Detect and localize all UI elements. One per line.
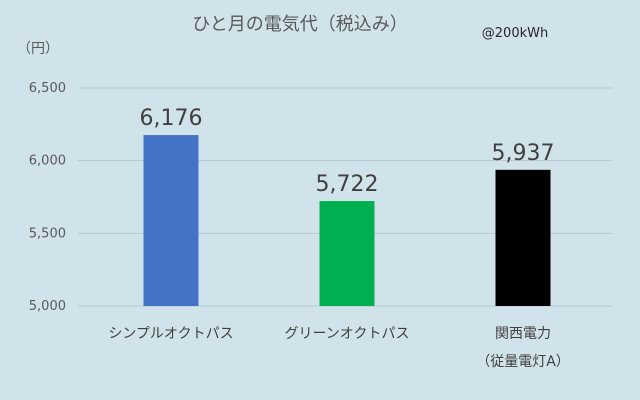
value-label: 5,722 bbox=[316, 172, 379, 197]
chart-title: ひと月の電気代（税込み） bbox=[192, 14, 407, 35]
x-axis-ticks: シンプルオクトパス グリーンオクトパス 関西電力 （従量電灯A） bbox=[108, 326, 569, 370]
x-tick-label: グリーンオクトパス bbox=[284, 326, 409, 342]
bar bbox=[319, 201, 375, 306]
bar bbox=[495, 169, 551, 306]
y-tick-label: 5,000 bbox=[29, 299, 66, 314]
x-tick-label: （従量電灯A） bbox=[476, 354, 570, 370]
x-tick-label: 関西電力 bbox=[495, 326, 551, 342]
y-tick-label: 6,500 bbox=[29, 81, 66, 96]
value-label: 6,176 bbox=[140, 106, 203, 131]
bars bbox=[143, 135, 551, 306]
x-tick-label: シンプルオクトパス bbox=[108, 326, 233, 342]
y-tick-label: 6,000 bbox=[29, 154, 66, 169]
bar bbox=[143, 135, 199, 306]
y-axis-unit-label: （円） bbox=[17, 41, 59, 57]
value-label: 5,937 bbox=[492, 141, 555, 166]
value-labels: 6,176 5,722 5,937 bbox=[140, 106, 555, 197]
chart-note: @200kWh bbox=[482, 26, 548, 41]
y-tick-label: 5,500 bbox=[29, 226, 66, 241]
y-axis-ticks: 5,000 5,500 6,000 6,500 bbox=[29, 81, 66, 314]
